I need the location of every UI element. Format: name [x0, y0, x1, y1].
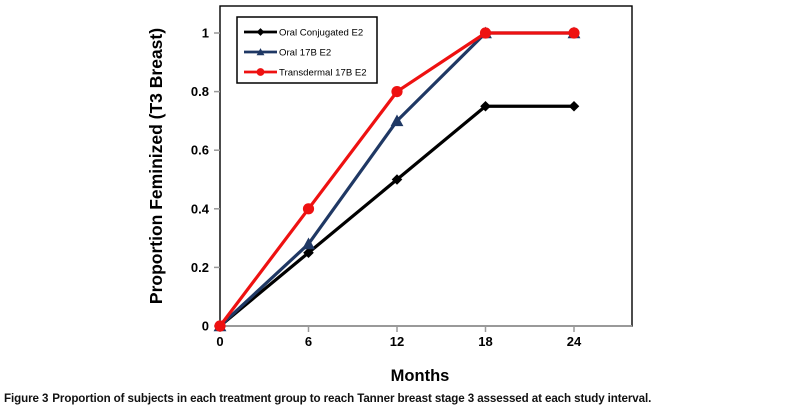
x-tick-label: 12	[390, 334, 404, 349]
legend-item-transdermal-17b-e2: Transdermal 17B E2	[244, 68, 367, 79]
legend-label: Oral 17B E2	[279, 48, 331, 59]
y-tick-label: 0.4	[191, 201, 210, 216]
legend-item-oral-conjugated-e2: Oral Conjugated E2	[244, 28, 363, 39]
y-axis-title: Proportion Feminized (T3 Breast)	[146, 28, 166, 304]
y-axis: 0 0.2 0.4 0.6 0.8 1	[191, 26, 220, 334]
y-tick-label: 0.6	[191, 143, 209, 158]
x-tick-label: 0	[216, 334, 223, 349]
chart-svg: 0 6 12 18 24 0 0.2 0.4 0.6 0.8 1 Oral Conjugated E2…	[146, 5, 633, 385]
figure-caption-text: Proportion of subjects in each treatment…	[52, 392, 652, 405]
y-tick-label: 0	[202, 319, 209, 334]
y-tick-label: 1	[202, 26, 209, 41]
x-tick-label: 6	[305, 334, 312, 349]
legend-label: Transdermal 17B E2	[279, 68, 367, 79]
figure-caption: Figure 3 Proportion of subjects in each t…	[4, 391, 792, 406]
x-tick-label: 24	[567, 334, 582, 349]
x-axis-title: Months	[391, 367, 450, 385]
x-axis: 0 6 12 18 24	[216, 325, 632, 349]
x-tick-label: 18	[478, 334, 492, 349]
figure-caption-label: Figure 3	[4, 392, 49, 405]
y-tick-label: 0.8	[191, 84, 209, 99]
legend-item-oral-17b-e2: Oral 17B E2	[244, 48, 331, 59]
series-transdermal-17b-e2	[214, 27, 580, 332]
legend-label: Oral Conjugated E2	[279, 28, 363, 39]
y-tick-label: 0.2	[191, 260, 209, 275]
legend: Oral Conjugated E2 Oral 17B E2 Transdermal…	[236, 16, 378, 84]
